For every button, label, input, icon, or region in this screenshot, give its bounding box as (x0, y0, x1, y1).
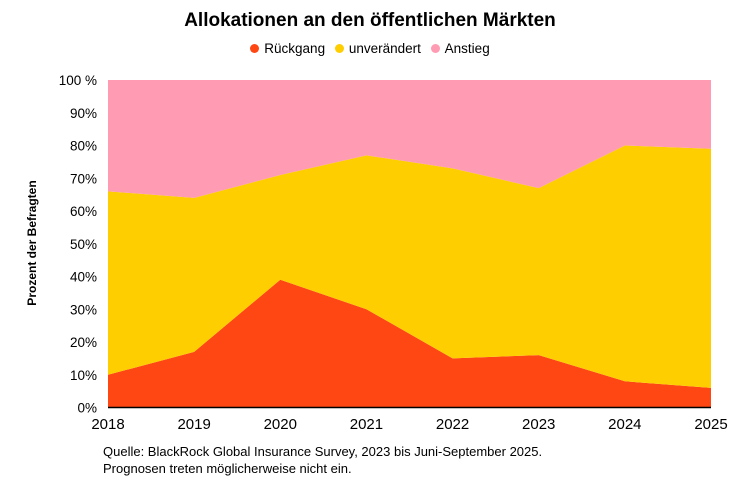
source-line: Quelle: BlackRock Global Insurance Surve… (103, 444, 543, 459)
chart-title: Allokationen an den öffentlichen Märkten (184, 10, 556, 31)
legend-swatch (430, 44, 440, 53)
x-tick-label: 2021 (350, 416, 383, 433)
y-tick-label: 40% (70, 270, 97, 285)
x-tick-label: 2019 (177, 416, 210, 433)
legend-item-anstieg: Anstieg (430, 41, 490, 56)
x-tick-label: 2020 (264, 416, 297, 433)
area-rckgang (108, 279, 711, 408)
disclaimer-line: Prognosen treten möglicherweise nicht ei… (103, 461, 352, 476)
y-tick-label: 50% (70, 237, 97, 252)
legend-label: unverändert (348, 41, 421, 56)
x-tick-label: 2018 (91, 416, 124, 433)
y-tick-label: 10% (70, 368, 97, 383)
x-tick-label: 2025 (694, 416, 727, 433)
x-tick-label: 2024 (608, 416, 641, 433)
legend: Rückgang unverändert Anstieg (0, 41, 740, 56)
legend-label: Rückgang (264, 41, 326, 56)
y-tick-label: 80% (70, 139, 97, 154)
legend-item-unveraendert: unverändert (334, 41, 421, 56)
legend-swatch (250, 44, 260, 53)
legend-swatch (334, 44, 344, 53)
y-axis-label: Prozent der Befragten (25, 180, 39, 306)
y-tick-label: 0% (77, 401, 97, 416)
y-tick-label: 60% (70, 204, 97, 219)
y-tick-label: 90% (70, 106, 97, 121)
y-tick-label: 100 % (59, 73, 97, 88)
legend-label: Anstieg (444, 41, 490, 56)
y-tick-label: 20% (70, 335, 97, 350)
area-unverndert (108, 145, 711, 388)
source-note: Quelle: BlackRock Global Insurance Surve… (103, 443, 542, 477)
y-tick-label: 30% (70, 302, 97, 317)
x-tick-label: 2023 (522, 416, 555, 433)
area-anstieg (108, 80, 711, 198)
y-tick-label: 70% (70, 171, 97, 186)
x-tick-label: 2022 (436, 416, 469, 433)
legend-item-rueckgang: Rückgang (250, 41, 325, 56)
